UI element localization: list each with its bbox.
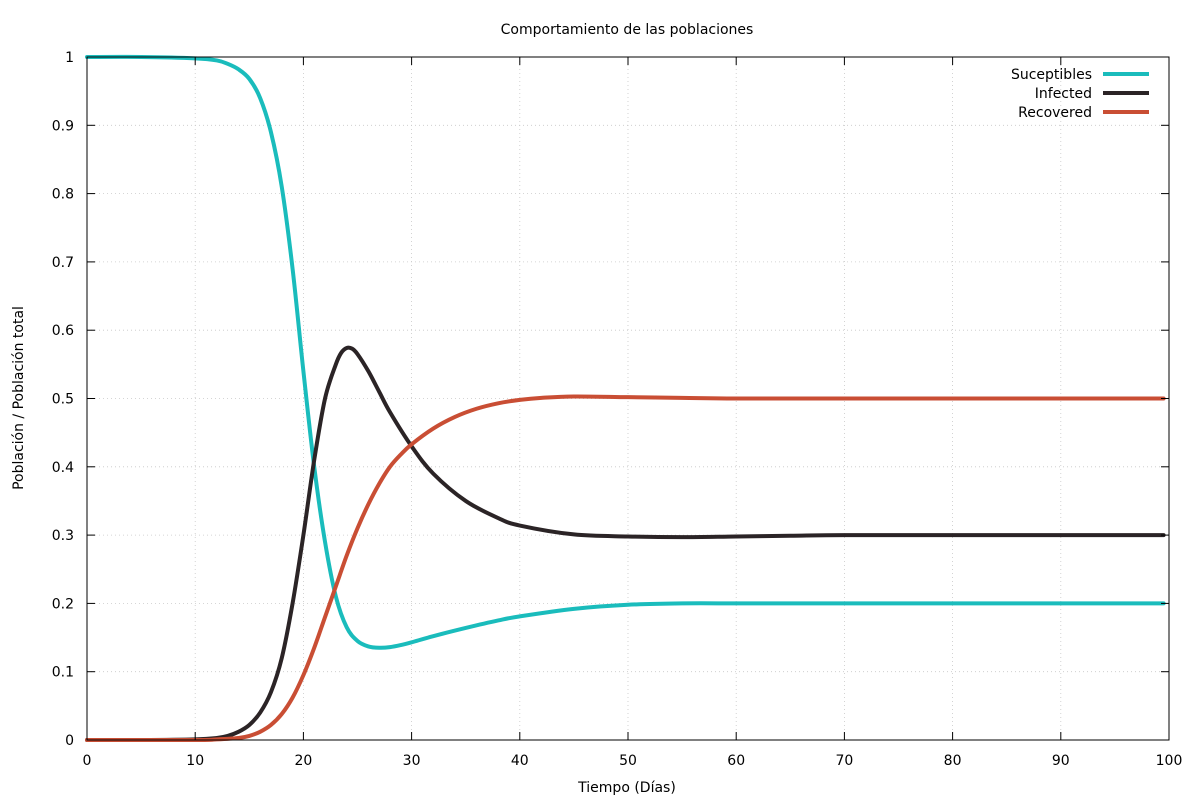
y-tick-label: 0.8 [52, 187, 74, 203]
x-tick-label: 40 [511, 753, 529, 769]
y-tick-label: 0.6 [52, 323, 74, 339]
x-tick-label: 0 [83, 753, 92, 769]
x-tick-label: 100 [1156, 753, 1183, 769]
legend-label-infected: Infected [1035, 86, 1092, 102]
legend-label-recovered: Recovered [1018, 105, 1092, 121]
legend-label-suceptibles: Suceptibles [1011, 67, 1092, 83]
series-lines [87, 57, 1164, 740]
y-tick-label: 0.5 [52, 392, 74, 408]
x-tick-label: 70 [835, 753, 853, 769]
y-tick-label: 0.1 [52, 665, 74, 681]
y-tick-label: 0.4 [52, 460, 74, 476]
y-tick-label: 0.3 [52, 528, 74, 544]
y-tick-label: 0 [65, 733, 74, 749]
y-tick-label: 1 [65, 50, 74, 66]
x-tick-label: 80 [944, 753, 962, 769]
y-tick-label: 0.9 [52, 118, 74, 134]
x-tick-label: 50 [619, 753, 637, 769]
series-line-recovered [87, 396, 1164, 740]
x-tick-label: 90 [1052, 753, 1070, 769]
chart-title: Comportamiento de las poblaciones [501, 22, 754, 38]
x-tick-label: 20 [294, 753, 312, 769]
x-tick-label: 10 [186, 753, 204, 769]
y-axis-title: Población / Población total [11, 306, 27, 490]
x-tick-label: 30 [403, 753, 421, 769]
x-tick-label: 60 [727, 753, 745, 769]
y-tick-label: 0.7 [52, 255, 74, 271]
axis-ticks: 0 10 20 30 40 50 60 70 80 90 100 0 0.1 0.2 0.3 0.4 0.5 0.… [52, 50, 1183, 769]
x-axis-title: Tiempo (Días) [577, 780, 676, 796]
legend: Suceptibles Infected Recovered [1011, 67, 1149, 121]
series-line-suceptibles [87, 57, 1164, 648]
series-line-infected [87, 348, 1164, 740]
y-tick-label: 0.2 [52, 596, 74, 612]
